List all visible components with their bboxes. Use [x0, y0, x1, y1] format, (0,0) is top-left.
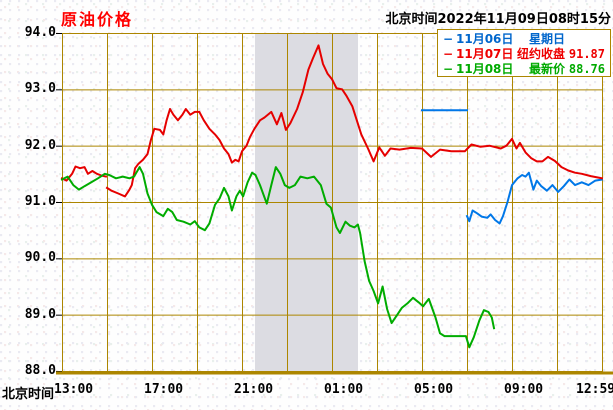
x-axis-title: 北京时间 — [2, 387, 55, 402]
series-line-nov08 — [60, 166, 496, 349]
legend-date: 11月06日 — [456, 32, 514, 46]
series-dash-blue-icon: − — [443, 31, 454, 46]
y-tick-label: 93.0 — [24, 81, 56, 97]
x-tick-label: 09:00 — [504, 382, 544, 397]
x-tick-label: 21:00 — [234, 382, 274, 397]
page-title: 原油价格 — [61, 10, 134, 29]
series-line-nov07 — [105, 44, 604, 198]
y-tick-label: 94.0 — [24, 25, 56, 40]
y-tick-label: 88.0 — [24, 363, 56, 378]
legend-value: 88.76 — [568, 61, 605, 76]
legend-value: 91.87 — [568, 46, 605, 61]
legend-date: 11月07日 — [456, 47, 514, 61]
series-line-nov07 — [60, 165, 108, 182]
series-line-nov06 — [465, 171, 604, 225]
legend-note: 纽约收盘 — [516, 47, 565, 61]
y-tick-label: 92.0 — [24, 137, 56, 153]
legend-item-nov06: − 11月06日 星期日 — [443, 31, 605, 47]
y-tick-label: 90.0 — [24, 250, 56, 266]
x-tick-label: 12:59 — [576, 382, 613, 397]
beijing-time-stamp: 北京时间2022年11月09日08时15分 — [385, 12, 611, 27]
legend-item-nov07: − 11月07日 纽约收盘 91.87 — [443, 46, 605, 62]
series-dash-red-icon: − — [443, 46, 454, 61]
x-tick-label: 05:00 — [414, 382, 454, 397]
series-dash-green-icon: − — [443, 61, 454, 76]
y-tick-label: 91.0 — [24, 194, 56, 209]
legend-note: 最新价 — [528, 62, 565, 76]
legend-date: 11月08日 — [456, 62, 514, 76]
legend-item-nov08: − 11月08日 最新价 88.76 — [443, 61, 605, 77]
x-tick-label: 13:00 — [54, 382, 94, 397]
legend-box: − 11月06日 星期日 − 11月07日 纽约收盘 91.87 − 11月08… — [437, 29, 611, 77]
legend-note: 星期日 — [528, 32, 565, 46]
x-tick-label: 01:00 — [324, 382, 364, 397]
x-tick-label: 17:00 — [144, 382, 184, 397]
y-tick-label: 89.0 — [24, 306, 56, 322]
